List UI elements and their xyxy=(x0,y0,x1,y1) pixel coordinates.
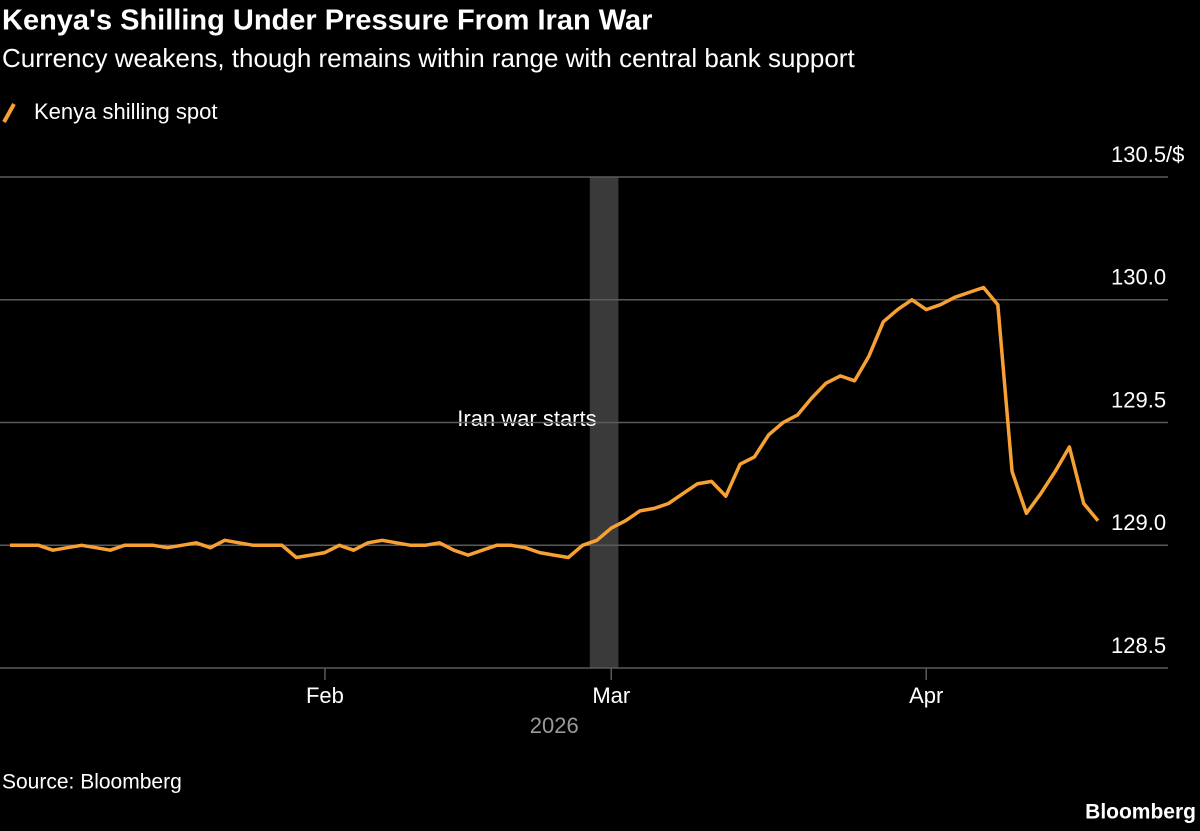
x-tick-label: Apr xyxy=(909,683,943,708)
y-tick-label: 130.0 xyxy=(1111,265,1166,290)
y-tick-label: 129.0 xyxy=(1111,510,1166,535)
x-tick-label: Feb xyxy=(306,683,344,708)
brand: Bloomberg xyxy=(1085,801,1196,824)
annotation: Iran war starts xyxy=(457,406,596,431)
x-year-label: 2026 xyxy=(530,713,579,738)
series-line xyxy=(10,285,1100,560)
y-tick-label: 129.5 xyxy=(1111,387,1166,412)
legend-label: Kenya shilling spot xyxy=(34,99,217,124)
source: Source: Bloomberg xyxy=(2,771,182,794)
x-tick-label: Mar xyxy=(592,683,630,708)
y-tick-label: 128.5 xyxy=(1111,633,1166,658)
chart-subtitle: Currency weakens, though remains within … xyxy=(2,43,855,73)
chart-title: Kenya's Shilling Under Pressure From Ira… xyxy=(2,5,652,37)
y-tick-label: 130.5/$ xyxy=(1111,142,1184,167)
legend-swatch xyxy=(2,103,16,123)
